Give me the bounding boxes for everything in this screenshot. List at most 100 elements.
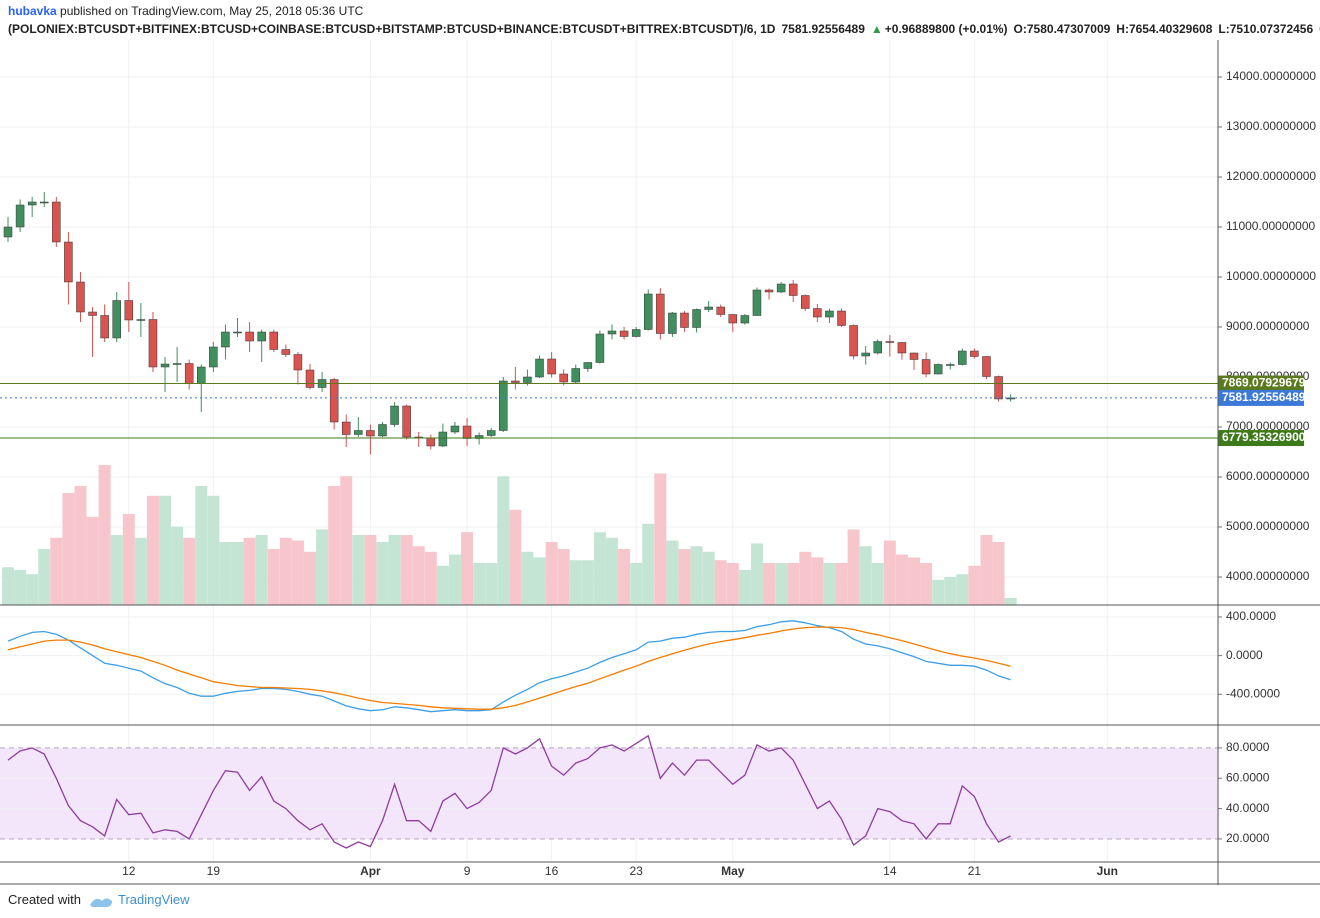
candle-body bbox=[486, 430, 496, 436]
created-with: Created with bbox=[8, 892, 81, 907]
candle-body bbox=[945, 364, 955, 366]
candle-body bbox=[450, 425, 460, 433]
volume-bar bbox=[304, 551, 316, 605]
candle-body bbox=[535, 358, 544, 378]
volume-bar bbox=[714, 560, 727, 605]
y-tick-label: 5000.00000000 bbox=[1226, 519, 1310, 533]
candle-body bbox=[680, 312, 689, 328]
candle-body bbox=[861, 352, 870, 357]
volume-bar bbox=[110, 535, 123, 605]
volume-bar bbox=[340, 476, 353, 605]
volume-bar bbox=[485, 563, 498, 605]
candle-body bbox=[958, 350, 967, 365]
candle-body bbox=[656, 293, 665, 334]
volume-bar bbox=[678, 549, 691, 605]
candle-body bbox=[354, 430, 363, 435]
candle-body bbox=[511, 380, 520, 383]
candle-body bbox=[595, 333, 605, 363]
candle-body bbox=[752, 289, 762, 316]
candle-body bbox=[3, 226, 13, 238]
volume-bar bbox=[364, 535, 377, 605]
x-tick-label: May bbox=[721, 864, 745, 878]
y-tick-label: 7000.00000000 bbox=[1226, 419, 1310, 433]
candle-body bbox=[740, 315, 750, 324]
volume-bar bbox=[642, 523, 655, 605]
candle-body bbox=[583, 362, 593, 369]
y-tick-label: 400.0000 bbox=[1226, 609, 1276, 623]
volume-bar bbox=[448, 554, 461, 605]
indicator-line bbox=[7, 734, 1011, 849]
candle-body bbox=[728, 314, 738, 324]
x-tick-label: 12 bbox=[122, 864, 136, 878]
volume-bar bbox=[86, 516, 99, 605]
volume-bar bbox=[291, 540, 304, 605]
volume-bar bbox=[666, 540, 679, 605]
candle-body bbox=[462, 425, 472, 439]
symbol: (POLONIEX:BTCUSDT+BITFINEX:BTCUSD+COINBA… bbox=[8, 22, 776, 36]
volume-bar bbox=[38, 549, 51, 605]
brand[interactable]: TradingView bbox=[118, 892, 190, 907]
candle-body bbox=[523, 376, 532, 383]
candle-body bbox=[704, 306, 713, 310]
candle-body bbox=[982, 356, 991, 377]
indicator-line bbox=[7, 620, 1011, 713]
candle-body bbox=[52, 201, 61, 243]
volume-bar bbox=[726, 563, 739, 605]
x-tick-label: 23 bbox=[629, 864, 643, 878]
volume-bar bbox=[62, 493, 75, 605]
volume-bar bbox=[436, 565, 449, 605]
volume-bar bbox=[593, 532, 606, 605]
rsi-band bbox=[0, 747, 1218, 839]
volume-bar bbox=[980, 535, 993, 605]
up-arrow: ▲ bbox=[870, 22, 883, 36]
candle-body bbox=[619, 330, 629, 337]
candle-body bbox=[209, 346, 218, 368]
volume-bar bbox=[738, 570, 751, 605]
candle-body bbox=[559, 373, 568, 383]
volume-bar bbox=[702, 551, 715, 605]
chart: 12 19 Apr 9 16 23 May 14 21 Jun 4000.00000000 5000.… bbox=[0, 40, 1320, 885]
volume-bar bbox=[920, 563, 933, 605]
candle-body bbox=[668, 312, 677, 334]
y-tick-label: 80.0000 bbox=[1226, 740, 1270, 754]
change: +0.96889800 (+0.01%) bbox=[884, 22, 1008, 36]
candle-body bbox=[631, 329, 641, 337]
volume-bar bbox=[618, 549, 631, 605]
volume-bar bbox=[183, 537, 196, 605]
candle-body bbox=[39, 201, 49, 204]
volume-bar bbox=[243, 537, 256, 605]
candle-body bbox=[776, 283, 786, 293]
volume-bar bbox=[581, 560, 594, 605]
volume-bar bbox=[521, 551, 534, 605]
candle-body bbox=[15, 204, 25, 228]
y-tick-label: 12000.00000000 bbox=[1226, 169, 1316, 183]
volume-bar bbox=[545, 542, 558, 605]
volume-bar bbox=[690, 546, 703, 605]
volume-bar bbox=[424, 551, 437, 605]
y-tick-label: 20.0000 bbox=[1226, 831, 1270, 845]
volume-bar bbox=[134, 537, 147, 605]
volume-bar bbox=[932, 579, 945, 605]
candle-body bbox=[897, 342, 907, 354]
high: H:7654.40329608 bbox=[1116, 22, 1213, 36]
candle-body bbox=[571, 368, 581, 383]
x-tick-label: 16 bbox=[545, 864, 559, 878]
candle-body bbox=[438, 431, 448, 447]
author[interactable]: hubavka bbox=[8, 4, 57, 18]
volume-bar bbox=[871, 563, 884, 605]
y-tick-label: 14000.00000000 bbox=[1226, 69, 1316, 83]
volume-bar bbox=[847, 529, 860, 605]
candle-body bbox=[716, 306, 725, 315]
volume-bar bbox=[859, 546, 872, 605]
x-tick-label: 19 bbox=[207, 864, 221, 878]
volume-bar bbox=[811, 557, 824, 605]
volume-bar bbox=[944, 577, 957, 605]
candle-body bbox=[148, 319, 158, 368]
last-price: 7581.92556489 bbox=[781, 22, 865, 36]
candle-body bbox=[76, 281, 85, 313]
volume-bar bbox=[992, 542, 1005, 605]
candle-body bbox=[100, 315, 109, 339]
candle-body bbox=[136, 319, 146, 321]
candle-body bbox=[788, 283, 798, 296]
candle-body bbox=[160, 363, 170, 368]
